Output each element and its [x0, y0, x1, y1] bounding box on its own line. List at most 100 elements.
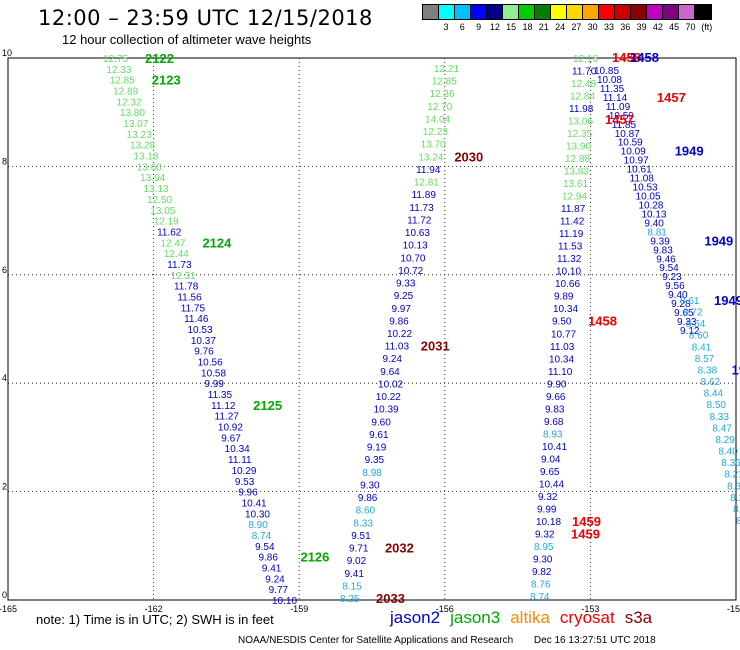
pass-time-label: 1949: [714, 293, 740, 308]
swh-label: 9.86: [358, 493, 378, 504]
swh-label: 11.85: [612, 120, 637, 131]
pass-time-label: 2032: [385, 541, 414, 556]
map-frame: [7, 57, 737, 601]
swh-label: 10.34: [553, 304, 578, 315]
colorbar-swatch: [439, 5, 455, 19]
swh-label: 8.60: [689, 331, 709, 342]
swh-label: 12.88: [565, 154, 590, 165]
swh-label: 12.21: [434, 64, 459, 75]
colorbar-tick-label: 42: [652, 22, 663, 32]
swh-label: 9.83: [545, 404, 565, 415]
swh-label: 9.40: [668, 290, 688, 301]
swh-label: 9.77: [269, 585, 289, 596]
swh-label: 13.13: [144, 184, 169, 195]
swh-label: 9.32: [535, 529, 555, 540]
swh-label: 11.35: [208, 390, 233, 401]
swh-label: 9.41: [262, 563, 282, 574]
swh-label: 9.41: [344, 569, 364, 580]
swh-label: 9.83: [653, 245, 673, 256]
swh-label: 8.74: [530, 592, 550, 603]
legend-item-s3a: s3a: [624, 608, 653, 627]
swh-label: 10.77: [551, 329, 576, 340]
legend-note: note: 1) Time is in UTC; 2) SWH is in fe…: [36, 612, 274, 627]
colorbar-swatch: [567, 5, 583, 19]
swh-label: 10.85: [594, 66, 619, 77]
swh-label: 10.02: [378, 379, 403, 390]
colorbar-swatch: [551, 5, 567, 19]
swh-label: 9.89: [554, 292, 574, 303]
colorbar-swatch: [487, 5, 503, 19]
swh-label: 12.94: [562, 192, 587, 203]
colorbar-tick-label: 45: [669, 22, 680, 32]
swh-label: 9.23: [662, 272, 682, 283]
y-tick-label: 8: [2, 156, 7, 166]
swh-label: 13.28: [130, 141, 155, 152]
swh-label: 9.24: [265, 574, 285, 585]
x-tick-label: -150: [727, 604, 740, 614]
colorbar-tick-label: 27: [571, 22, 582, 32]
swh-label: 10.41: [542, 442, 567, 453]
swh-label: 10.70: [400, 253, 425, 264]
swh-label: 9.33: [677, 317, 697, 328]
swh-label: 11.42: [560, 217, 585, 228]
swh-label: 8.90: [248, 520, 268, 531]
colorbar-tick-label: 15: [506, 22, 517, 32]
swh-label: 11.56: [177, 292, 202, 303]
swh-label: 10.34: [225, 444, 250, 455]
colorbar-swatch: [663, 5, 679, 19]
swh-label: 11.73: [167, 260, 192, 271]
swh-label: 9.33: [396, 279, 416, 290]
swh-label: 9.86: [258, 553, 278, 564]
swh-label: 8.62: [701, 377, 721, 388]
swh-label: 9.30: [533, 554, 553, 565]
swh-label: 8.95: [534, 542, 554, 553]
swh-label: 9.67: [221, 433, 241, 444]
swh-label: 10.61: [627, 165, 652, 176]
swh-label: 10.18: [536, 517, 561, 528]
pass-time-label: 2122: [145, 51, 174, 66]
swh-label: 11.72: [407, 215, 432, 226]
swh-label: 12.85: [432, 77, 457, 88]
colorbar-swatch: [615, 5, 631, 19]
swh-label: 13.83: [564, 167, 589, 178]
swh-label: 8.33: [709, 412, 729, 423]
swh-label: 9.19: [367, 443, 387, 454]
swh-label: 13.23: [127, 130, 152, 141]
swh-label: 8.30: [727, 481, 740, 492]
swh-label: 11.32: [557, 254, 582, 265]
swh-label: 9.25: [394, 291, 414, 302]
pass-time-label: 1459: [572, 514, 601, 529]
swh-label: 9.90: [547, 379, 567, 390]
pass-time-label: 2123: [152, 73, 181, 88]
swh-label: 8.74: [252, 531, 272, 542]
pass-time-label: 2031: [421, 339, 450, 354]
swh-label: 13.18: [133, 152, 158, 163]
swh-label: 11.89: [412, 190, 437, 201]
swh-label: 10.87: [615, 129, 640, 140]
swh-label: 8.60: [356, 506, 376, 517]
colorbar-tick-label: 30: [587, 22, 598, 32]
legend-item-jason2: jason2: [390, 608, 441, 627]
swh-label: 12.50: [147, 195, 172, 206]
swh-label: 10.10: [556, 267, 581, 278]
pass-time-label: 1457: [657, 90, 686, 105]
swh-label: 8.47: [712, 423, 732, 434]
swh-label: 13.06: [568, 117, 593, 128]
swh-label: 8.25: [733, 504, 740, 515]
x-tick-label: -159: [290, 604, 308, 614]
colorbar-swatch: [599, 5, 615, 19]
swh-label: 10.53: [188, 325, 213, 336]
swh-label: 8.40: [718, 447, 738, 458]
swh-label: 10.66: [555, 279, 580, 290]
colorbar-swatch: [455, 5, 471, 19]
swh-label: 10.92: [218, 423, 243, 434]
swh-label: 12.81: [414, 178, 439, 189]
swh-label: 10.28: [638, 200, 663, 211]
swh-label: 12.33: [106, 65, 131, 76]
colorbar-legend: 3 6 9 12 15 18 21 24 27 30 33 36 39 42 45 70 (ft): [422, 4, 712, 34]
swh-label: 9.51: [351, 531, 371, 542]
y-tick-label: 6: [2, 265, 7, 275]
swh-label: 9.12: [680, 326, 700, 337]
swh-label: 13.90: [566, 142, 591, 153]
